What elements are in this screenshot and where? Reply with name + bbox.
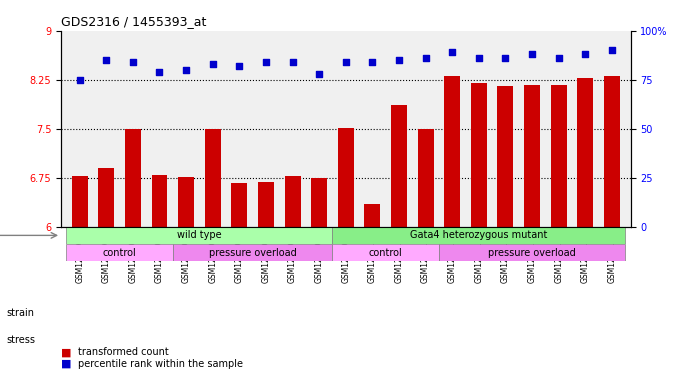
Text: control: control: [102, 248, 136, 258]
Text: GDS2316 / 1455393_at: GDS2316 / 1455393_at: [61, 15, 206, 28]
Text: ■: ■: [61, 359, 71, 369]
Point: [127, 59, 138, 65]
Point: [260, 59, 271, 65]
Bar: [231, 183, 247, 227]
Point: [607, 47, 618, 53]
Point: [420, 55, 431, 61]
Point: [154, 69, 165, 75]
Bar: [285, 176, 300, 227]
Point: [527, 51, 538, 57]
Bar: [72, 176, 87, 227]
Bar: [364, 204, 380, 227]
Text: pressure overload: pressure overload: [209, 248, 296, 258]
Bar: [178, 177, 194, 227]
Point: [553, 55, 564, 61]
Point: [180, 67, 191, 73]
Point: [207, 61, 218, 67]
Text: pressure overload: pressure overload: [488, 248, 576, 258]
Point: [447, 49, 458, 55]
FancyBboxPatch shape: [66, 244, 173, 261]
Bar: [551, 85, 567, 227]
Point: [473, 55, 484, 61]
Text: strain: strain: [7, 308, 35, 318]
Bar: [311, 178, 327, 227]
Text: stress: stress: [7, 335, 36, 345]
Bar: [338, 128, 354, 227]
FancyBboxPatch shape: [66, 227, 332, 244]
Point: [234, 63, 245, 69]
Point: [394, 57, 405, 63]
Point: [74, 77, 85, 83]
Bar: [498, 86, 513, 227]
Bar: [205, 129, 221, 227]
Point: [367, 59, 378, 65]
Point: [580, 51, 591, 57]
Bar: [577, 78, 593, 227]
Point: [500, 55, 511, 61]
Point: [287, 59, 298, 65]
Point: [101, 57, 112, 63]
Text: Gata4 heterozygous mutant: Gata4 heterozygous mutant: [410, 230, 548, 240]
Text: control: control: [369, 248, 403, 258]
FancyBboxPatch shape: [332, 244, 439, 261]
Bar: [98, 168, 115, 227]
FancyBboxPatch shape: [439, 244, 625, 261]
Bar: [524, 85, 540, 227]
Bar: [444, 76, 460, 227]
Bar: [604, 76, 620, 227]
Bar: [125, 129, 141, 227]
Text: wild type: wild type: [177, 230, 222, 240]
Bar: [258, 182, 274, 227]
Bar: [391, 104, 407, 227]
Text: transformed count: transformed count: [78, 347, 169, 357]
Text: ■: ■: [61, 347, 71, 357]
Point: [314, 71, 325, 77]
Bar: [418, 129, 434, 227]
Text: percentile rank within the sample: percentile rank within the sample: [78, 359, 243, 369]
Bar: [151, 174, 167, 227]
Point: [340, 59, 351, 65]
Bar: [471, 83, 487, 227]
FancyBboxPatch shape: [332, 227, 625, 244]
FancyBboxPatch shape: [173, 244, 332, 261]
